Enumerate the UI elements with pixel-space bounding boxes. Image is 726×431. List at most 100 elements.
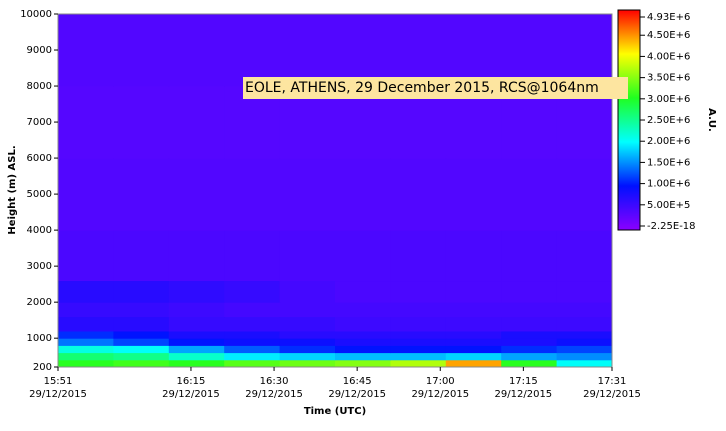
y-tick-label: 5000 [27, 189, 52, 200]
heat-cell [501, 158, 558, 231]
colorbar-tick-label: 4.00E+6 [647, 51, 690, 62]
heat-cell [58, 352, 114, 361]
heat-cell [58, 86, 114, 159]
heat-cell [279, 330, 336, 339]
heat-cell [390, 352, 447, 361]
heat-cell [335, 158, 391, 231]
heat-cell [113, 302, 170, 318]
heat-cell [335, 352, 391, 361]
colorbar-label: A.U. [706, 108, 717, 132]
heat-cell [168, 14, 225, 87]
heat-cell [58, 345, 114, 354]
heat-cell [335, 338, 391, 346]
heat-cell [390, 14, 447, 87]
heat-cell [279, 280, 336, 303]
heat-cell [501, 352, 558, 361]
heat-cell [58, 359, 114, 368]
heat-cell [445, 330, 502, 339]
heat-cell [58, 230, 114, 282]
colorbar-tick-label: 3.00E+6 [647, 94, 690, 105]
y-tick-label: 4000 [27, 225, 52, 236]
heat-cell [445, 352, 502, 361]
heat-cell [501, 316, 558, 332]
heat-cell [390, 359, 447, 368]
heat-cell [445, 338, 502, 346]
heat-cell [390, 345, 447, 354]
heat-cell [279, 359, 336, 368]
colorbar-tick-label: 4.50E+6 [647, 30, 690, 41]
y-tick-label: 6000 [27, 153, 52, 164]
y-tick-label: 1000 [27, 333, 52, 344]
heat-cell [224, 230, 281, 282]
heat-cell [168, 338, 225, 346]
heat-cell [168, 280, 225, 303]
x-tick-label: 16:45 29/12/2015 [328, 376, 386, 400]
heat-cell [224, 158, 281, 231]
heat-cell [279, 230, 336, 282]
heat-cell [556, 14, 613, 87]
heat-cell [445, 302, 502, 318]
annotation-box [243, 77, 628, 99]
heat-cell [224, 352, 281, 361]
heat-cell [113, 280, 170, 303]
heat-cell [335, 230, 391, 282]
heat-cell [556, 330, 613, 339]
colorbar-tick-label: 2.50E+6 [647, 115, 690, 126]
heat-cell [390, 280, 447, 303]
heat-cell [113, 330, 170, 339]
y-tick-label: 200 [33, 362, 52, 373]
heat-cell [168, 316, 225, 332]
heat-cell [390, 230, 447, 282]
heat-cell [556, 316, 613, 332]
heat-cell [445, 359, 502, 368]
heat-cell [279, 345, 336, 354]
heat-cell [168, 302, 225, 318]
heat-cell [501, 345, 558, 354]
heat-cell [58, 302, 114, 318]
y-tick-label: 7000 [27, 117, 52, 128]
y-tick-label: 2000 [27, 297, 52, 308]
heat-cell [390, 316, 447, 332]
heat-cell [224, 316, 281, 332]
heat-cell [168, 345, 225, 354]
heat-cell [501, 280, 558, 303]
heat-cell [168, 330, 225, 339]
heat-cell [113, 86, 170, 159]
colorbar-tick-label: 3.50E+6 [647, 73, 690, 84]
heat-cell [224, 280, 281, 303]
colorbar [617, 9, 641, 231]
heat-cell [113, 359, 170, 368]
y-tick-label: 9000 [27, 45, 52, 56]
heat-cell [168, 359, 225, 368]
heat-cell [224, 302, 281, 318]
heat-cell [556, 280, 613, 303]
heat-cell [58, 316, 114, 332]
heat-cell [58, 280, 114, 303]
heat-cell [335, 330, 391, 339]
colorbar-tick-label: 4.93E+6 [647, 12, 690, 23]
heat-cell [556, 338, 613, 346]
heat-cell [501, 302, 558, 318]
y-axis-label: Height (m) ASL. [7, 145, 18, 234]
heat-cell [279, 352, 336, 361]
heat-cell [445, 14, 502, 87]
colorbar-tick-label: 1.00E+6 [647, 179, 690, 190]
y-tick-label: 8000 [27, 81, 52, 92]
heat-cell [224, 359, 281, 368]
heat-cell [501, 230, 558, 282]
heat-cell [279, 302, 336, 318]
heat-cell [335, 302, 391, 318]
heat-cell [556, 352, 613, 361]
heat-cell [113, 316, 170, 332]
heat-cell [501, 14, 558, 87]
heat-cell [335, 345, 391, 354]
heat-cell [556, 158, 613, 231]
heat-cell [113, 230, 170, 282]
heat-cell [390, 330, 447, 339]
x-tick-label: 17:15 29/12/2015 [495, 376, 553, 400]
heat-cell [335, 316, 391, 332]
heat-cell [556, 345, 613, 354]
heat-cell [113, 352, 170, 361]
heat-cell [58, 14, 114, 87]
